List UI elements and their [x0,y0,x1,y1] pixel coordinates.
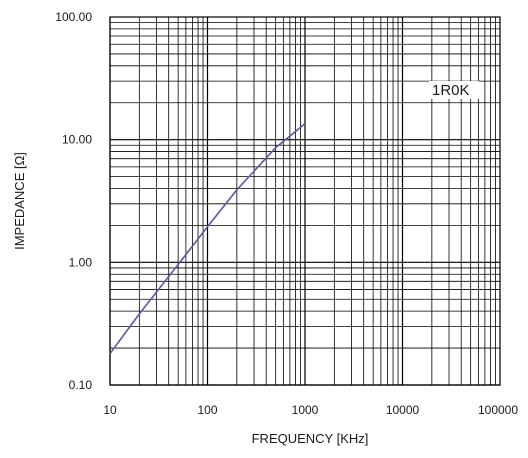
x-tick-label: 100 [197,403,217,417]
x-tick-label: 100000 [478,403,518,417]
series-layer [109,123,306,355]
x-tick-label: 10000 [386,403,420,417]
x-axis-label: FREQUENCY [KHz] [252,431,369,446]
series-line [109,123,306,355]
x-tick-label: 1000 [292,403,319,417]
y-tick-labels: 0.10 1.00 10.00 100.00 [55,10,92,392]
x-tick-labels: 10 100 1000 10000 100000 [103,403,518,417]
series-annotation: 1R0K [432,82,470,99]
grid [109,17,500,386]
annotation-background [429,81,479,99]
y-tick-label: 100.00 [55,10,92,24]
plot-frame [109,16,501,386]
y-tick-label: 10.00 [62,133,92,147]
x-tick-label: 10 [103,403,117,417]
y-tick-label: 0.10 [69,378,93,392]
y-axis-label: IMPEDANCE [Ω] [12,152,27,250]
y-tick-label: 1.00 [69,255,93,269]
